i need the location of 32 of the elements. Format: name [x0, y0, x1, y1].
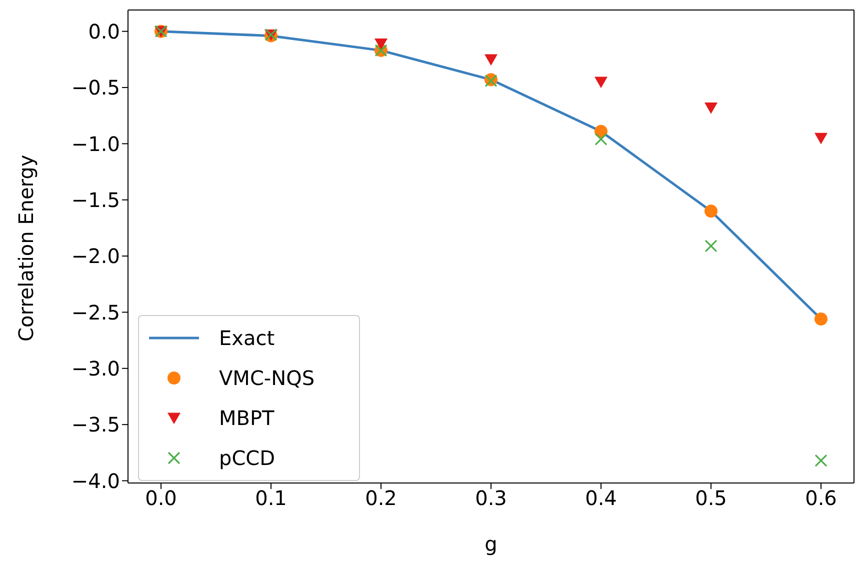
y-tick-label: −0.5 — [71, 76, 120, 100]
y-tick-label: −1.5 — [71, 188, 120, 212]
y-tick-label: −1.0 — [71, 132, 120, 156]
y-tick-label: −2.0 — [71, 244, 120, 268]
x-tick-label: 0.1 — [255, 486, 287, 510]
x-tick-label: 0.3 — [475, 486, 507, 510]
point — [814, 454, 828, 467]
point — [594, 76, 608, 88]
y-tick-label: −2.5 — [71, 300, 120, 324]
x-tick-label: 0.5 — [695, 486, 727, 510]
x-axis-title: g — [484, 532, 498, 556]
x-tick-label: 0.0 — [145, 486, 177, 510]
legend-label: pCCD — [219, 446, 276, 470]
point — [704, 102, 718, 114]
y-tick-label: −3.5 — [71, 412, 120, 437]
y-tick-label: −4.0 — [71, 468, 120, 493]
x-tick-label: 0.6 — [805, 486, 837, 510]
x-tick-label: 0.4 — [585, 486, 617, 510]
legend-label: MBPT — [219, 406, 274, 430]
point — [814, 312, 828, 326]
legend-label: VMC-NQS — [219, 366, 315, 390]
point — [374, 38, 388, 50]
point — [704, 204, 718, 218]
point — [814, 132, 828, 144]
y-tick-label: −3.0 — [71, 356, 120, 380]
point — [704, 240, 718, 252]
point — [484, 54, 498, 66]
x-tick-label: 0.2 — [365, 486, 397, 510]
point — [594, 132, 608, 146]
y-tick-label: 0.0 — [88, 19, 120, 44]
legend-label: Exact — [219, 326, 275, 350]
y-axis-title: Correlation Energy — [14, 154, 38, 342]
